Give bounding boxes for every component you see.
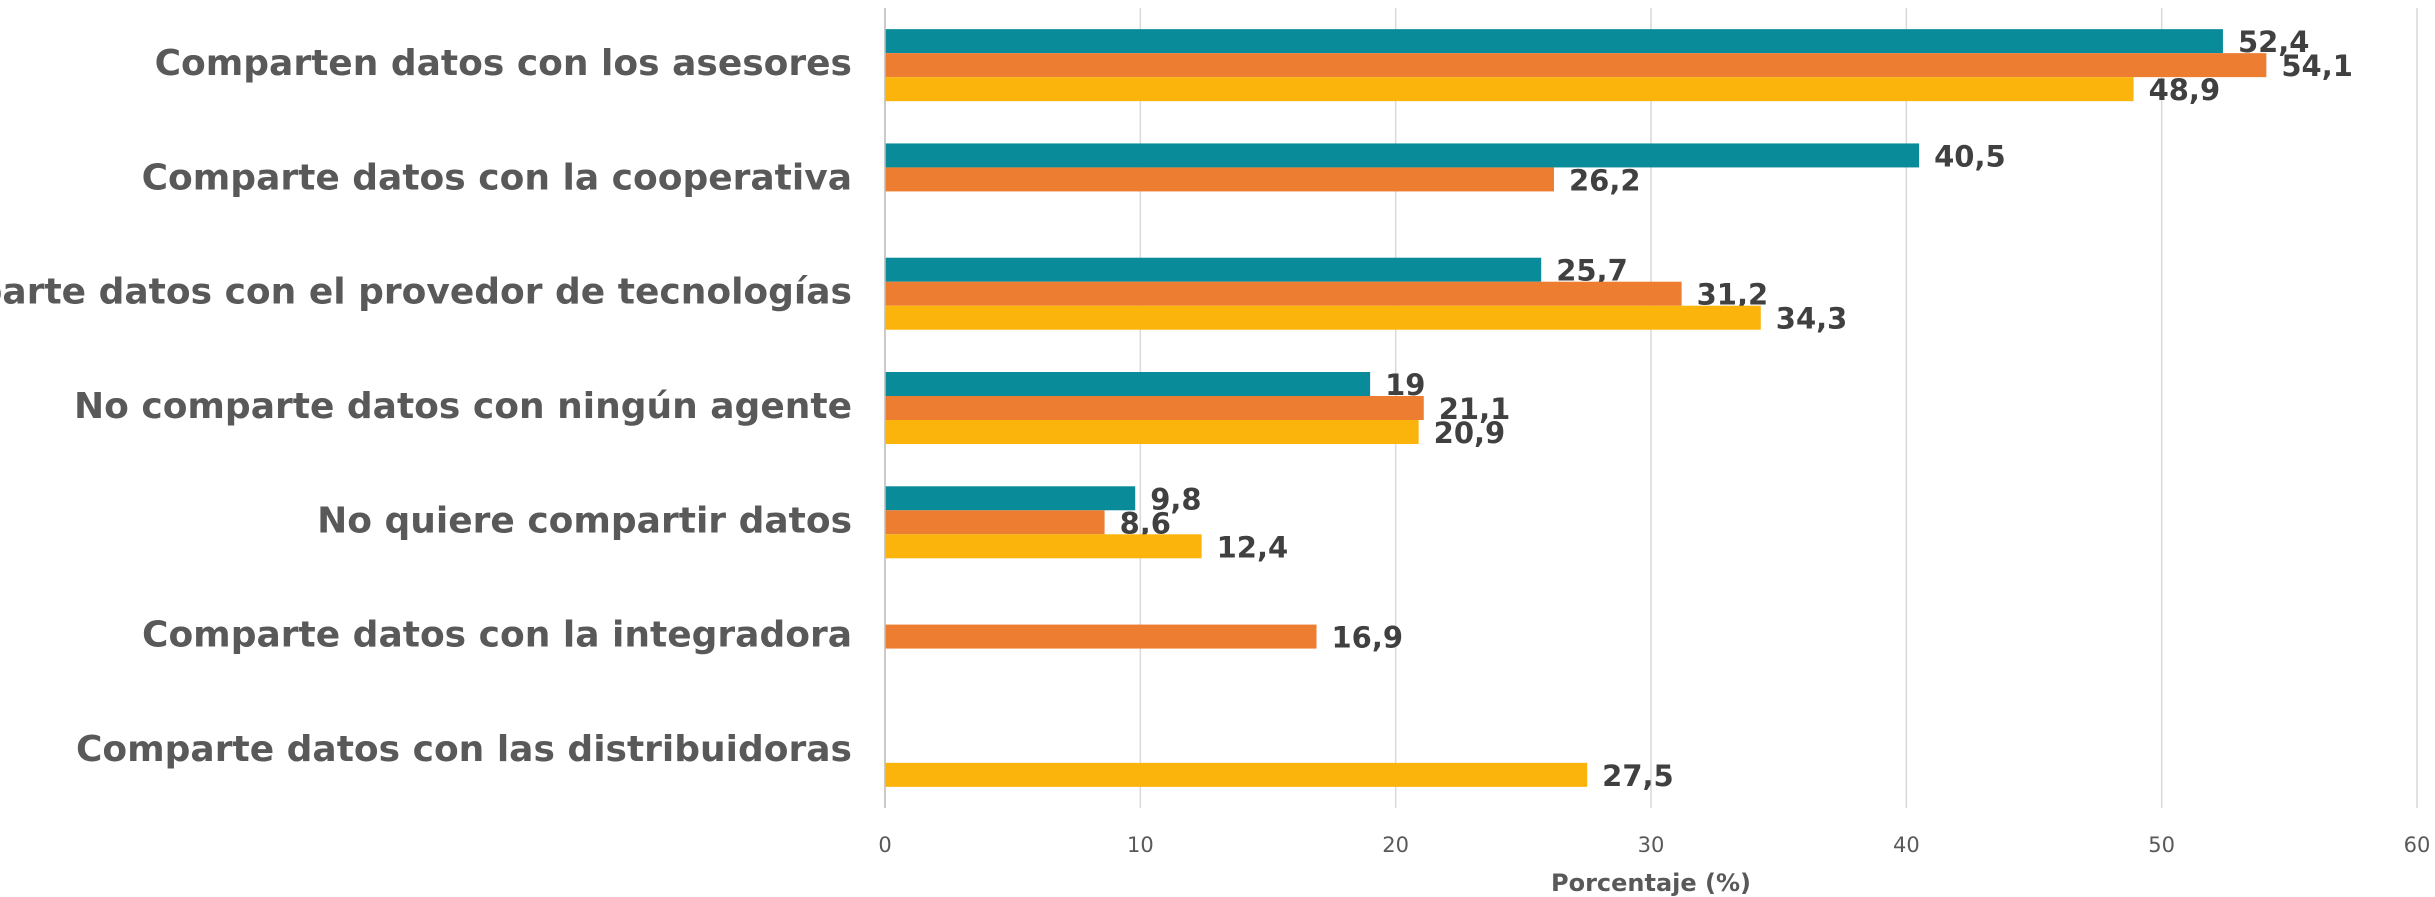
bar [885, 281, 1682, 306]
bar [885, 420, 1419, 444]
bar [885, 305, 1761, 330]
bar [885, 372, 1371, 396]
bar [885, 77, 2134, 102]
data-label: 21,1 [1439, 392, 1511, 426]
data-label: 54,1 [2281, 49, 2353, 83]
bar [885, 534, 1202, 559]
bar [885, 143, 1920, 168]
bar [885, 762, 1588, 787]
y-tick-label: No comparte datos con ningún agente [74, 386, 852, 427]
y-tick-label: Comparten datos con los asesores [155, 43, 852, 84]
bar [885, 167, 1554, 192]
bar [885, 396, 1424, 420]
y-tick-label: Comparte datos con el provedor de tecnol… [0, 272, 852, 313]
y-tick-label: Comparte datos con las distribuidoras [76, 729, 852, 770]
y-tick-label: Comparte datos con la cooperativa [142, 157, 852, 198]
bar [885, 486, 1136, 511]
x-tick-label: 20 [1382, 833, 1409, 857]
bar [885, 29, 2223, 54]
x-tick-label: 30 [1638, 833, 1665, 857]
y-tick-label: No quiere compartir datos [317, 500, 852, 541]
x-tick-label: 0 [878, 833, 891, 857]
data-label: 9,8 [1150, 482, 1201, 516]
data-label: 12,4 [1217, 530, 1289, 564]
data-label: 48,9 [2149, 73, 2221, 107]
bar [885, 53, 2267, 78]
data-label: 16,9 [1332, 621, 1404, 655]
bar [885, 257, 1542, 282]
x-tick-label: 40 [1893, 833, 1920, 857]
x-tick-label: 10 [1127, 833, 1154, 857]
x-tick-label: 60 [2404, 833, 2431, 857]
data-label: 27,5 [1602, 759, 1674, 793]
bar [885, 510, 1105, 535]
x-tick-label: 50 [2148, 833, 2175, 857]
bar [885, 624, 1317, 649]
y-tick-label: Comparte datos con la integradora [142, 615, 852, 656]
data-label: 40,5 [1934, 139, 2006, 173]
x-axis-title: Porcentaje (%) [1551, 869, 1751, 897]
data-label: 20,9 [1434, 416, 1506, 450]
data-label: 26,2 [1569, 163, 1641, 197]
data-label: 34,3 [1776, 302, 1848, 336]
